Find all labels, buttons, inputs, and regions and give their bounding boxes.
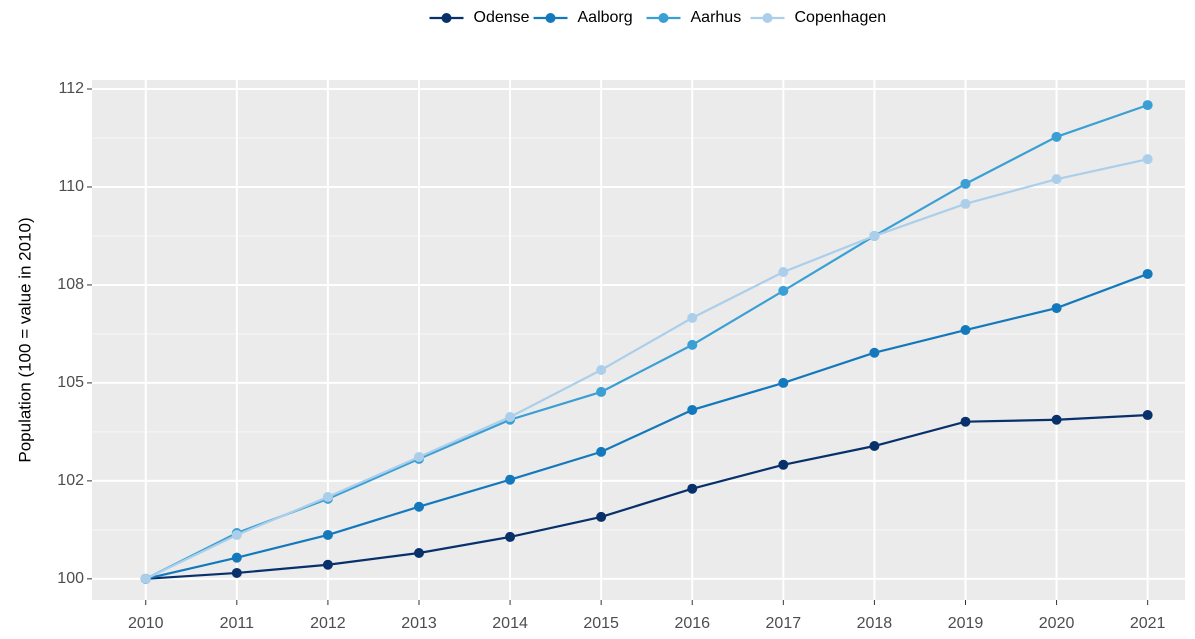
- y-tick-label: 100: [57, 570, 84, 587]
- legend-key: [658, 13, 669, 23]
- point: [413, 547, 424, 558]
- point: [1051, 131, 1062, 142]
- point: [322, 559, 333, 570]
- x-tick-label: 2010: [128, 615, 164, 632]
- point: [1142, 154, 1153, 165]
- y-axis-label: Population (100 = value in 2010): [15, 217, 34, 462]
- y-tick-label: 110: [58, 178, 84, 195]
- point: [596, 364, 607, 375]
- point: [1051, 414, 1062, 425]
- series-line: [145, 413, 1148, 580]
- series-line: [145, 272, 1149, 580]
- x-tick-label: 2020: [1039, 615, 1075, 632]
- point: [960, 198, 971, 209]
- point: [322, 491, 333, 502]
- point: [505, 412, 516, 423]
- point: [413, 501, 424, 512]
- point: [687, 312, 698, 323]
- x-tick-label: 2015: [583, 615, 619, 632]
- x-tick-label: 2013: [401, 615, 437, 632]
- point: [231, 529, 242, 540]
- y-tick-label: 108: [57, 276, 84, 293]
- legend-key: [441, 13, 452, 23]
- y-tick-label: 112: [58, 80, 84, 97]
- legend-label: Aalborg: [578, 9, 633, 26]
- point: [231, 567, 242, 578]
- point: [687, 339, 698, 350]
- point: [1051, 174, 1062, 185]
- x-tick-label: 2021: [1130, 615, 1166, 632]
- x-tick-label: 2012: [310, 615, 346, 632]
- y-tick-label: 105: [57, 374, 84, 391]
- point: [413, 451, 424, 462]
- legend-key: [545, 13, 556, 23]
- point: [1142, 410, 1153, 421]
- point: [1142, 268, 1153, 279]
- point: [778, 459, 789, 470]
- panel: [92, 80, 1185, 600]
- point: [1051, 303, 1062, 314]
- x-tick-label: 2019: [948, 615, 984, 632]
- x-tick-label: 2014: [492, 615, 528, 632]
- point: [960, 325, 971, 336]
- point: [596, 511, 607, 522]
- point: [778, 267, 789, 278]
- series-line: [145, 158, 1148, 580]
- legend-label: Odense: [474, 9, 530, 26]
- point: [322, 529, 333, 540]
- x-tick-label: 2018: [857, 615, 893, 632]
- legend-label: Aarhus: [691, 9, 742, 26]
- point: [960, 416, 971, 427]
- legend-key: [762, 13, 773, 23]
- point: [960, 178, 971, 189]
- point: [231, 552, 242, 563]
- point: [140, 573, 151, 584]
- point: [596, 386, 607, 397]
- point: [687, 404, 698, 415]
- point: [687, 483, 698, 494]
- point: [778, 377, 789, 388]
- point: [778, 285, 789, 296]
- x-tick-label: 2011: [220, 615, 255, 632]
- point: [869, 347, 880, 358]
- point: [505, 531, 516, 542]
- point: [869, 440, 880, 451]
- x-tick-label: 2017: [766, 615, 802, 632]
- x-tick-label: 2016: [674, 615, 710, 632]
- point: [596, 446, 607, 457]
- point: [869, 230, 880, 241]
- legend-label: Copenhagen: [795, 9, 887, 26]
- point: [1142, 100, 1153, 111]
- point: [505, 474, 516, 485]
- series-line: [145, 104, 1149, 580]
- y-tick-label: 102: [57, 472, 84, 489]
